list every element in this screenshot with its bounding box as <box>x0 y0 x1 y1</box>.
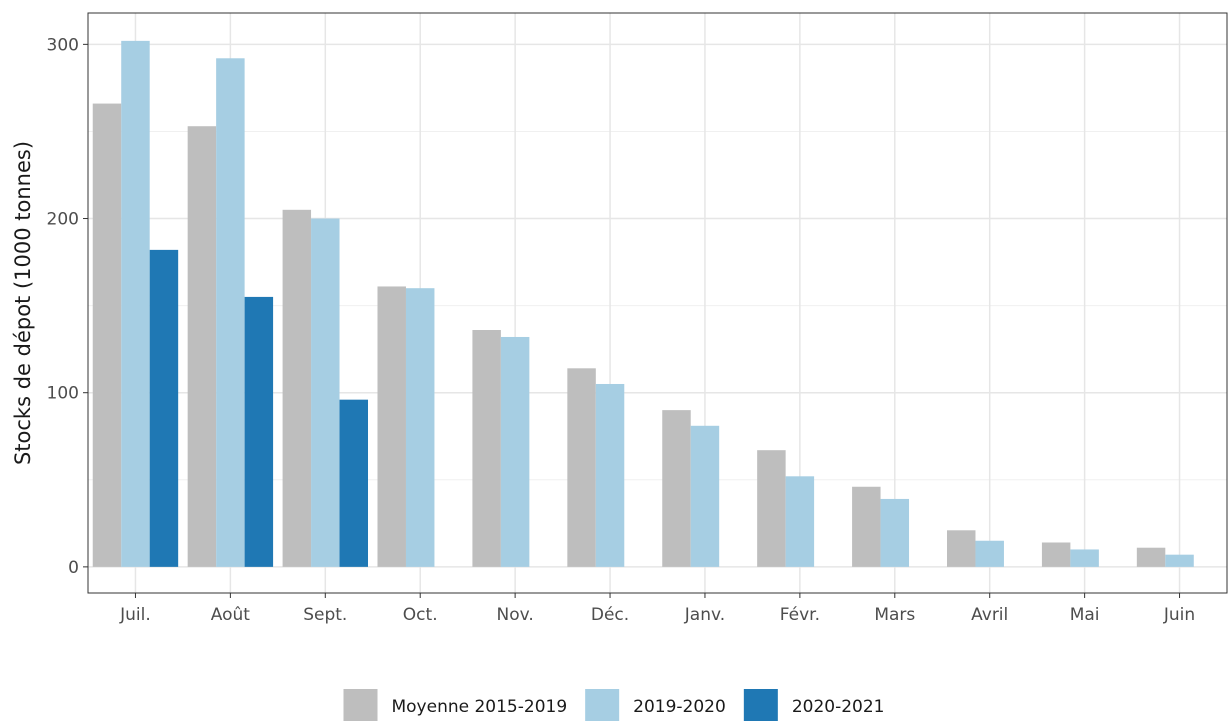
bar <box>662 410 691 567</box>
bar <box>282 209 312 567</box>
y-axis: 0 100 200 300 <box>47 35 88 578</box>
bar <box>852 486 881 567</box>
y-tick-label: 0 <box>68 558 79 578</box>
legend-key <box>343 689 378 721</box>
bar <box>785 476 815 567</box>
legend-key <box>585 689 620 721</box>
x-tick-label: Sept. <box>303 605 347 625</box>
x-tick-label: Févr. <box>780 605 820 625</box>
y-tick-label: 200 <box>47 210 79 230</box>
bar <box>1136 547 1166 567</box>
bar <box>1041 542 1071 567</box>
bar <box>187 126 217 567</box>
bar <box>1070 549 1099 567</box>
legend: Moyenne 2015-2019 2019-2020 2020-2021 <box>343 689 885 721</box>
bar <box>567 368 596 567</box>
bar <box>500 336 530 567</box>
bar <box>690 425 720 567</box>
x-tick-label: Juin <box>1163 605 1195 625</box>
x-tick-label: Mars <box>874 605 915 625</box>
plot-background <box>88 13 1227 593</box>
legend-label: 2020-2021 <box>792 697 885 717</box>
bar <box>946 530 976 567</box>
x-tick-label: Juil. <box>119 605 151 625</box>
plot-border <box>87 12 1228 594</box>
bar <box>757 450 786 567</box>
y-axis-title: Stocks de dépot (1000 tonnes) <box>11 141 35 465</box>
bar <box>472 329 501 567</box>
y-tick-label: 100 <box>47 384 79 404</box>
bar <box>975 540 1004 567</box>
x-tick-label: Nov. <box>496 605 533 625</box>
x-tick-label: Août <box>211 605 251 625</box>
bar <box>595 383 625 567</box>
bar <box>244 296 274 567</box>
bar <box>149 249 179 567</box>
bar <box>121 40 150 567</box>
y-tick-label: 300 <box>47 35 79 55</box>
x-tick-label: Mai <box>1070 605 1100 625</box>
bar <box>311 218 340 567</box>
x-tick-label: Déc. <box>591 605 629 625</box>
legend-key <box>743 689 778 721</box>
x-axis: Juil. Août Sept. Oct. Nov. Déc. Janv. Févr. Mars… <box>119 593 1195 625</box>
bar <box>339 399 369 567</box>
legend-label: 2019-2020 <box>633 697 726 717</box>
legend-label: Moyenne 2015-2019 <box>391 697 567 717</box>
bar <box>405 288 435 567</box>
x-tick-label: Janv. <box>684 605 725 625</box>
x-tick-label: Avril <box>971 605 1008 625</box>
bar <box>216 58 245 567</box>
bar <box>880 498 910 567</box>
bars <box>92 40 1194 567</box>
bar <box>1165 554 1194 567</box>
bar <box>377 286 406 567</box>
bar <box>92 103 122 567</box>
x-tick-label: Oct. <box>403 605 438 625</box>
